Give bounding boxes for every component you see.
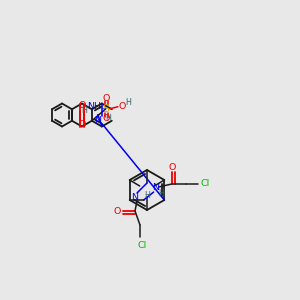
Text: O: O: [78, 101, 85, 110]
Text: H: H: [144, 190, 150, 200]
Text: O: O: [169, 164, 176, 172]
Text: H: H: [159, 190, 165, 199]
Text: S: S: [102, 104, 110, 114]
Text: ₂: ₂: [101, 105, 104, 114]
Text: O: O: [118, 102, 126, 111]
Text: O: O: [78, 120, 85, 129]
Text: N: N: [131, 194, 139, 202]
Text: NH: NH: [87, 102, 101, 111]
Text: H: H: [125, 98, 131, 107]
Text: O: O: [102, 114, 110, 123]
Text: H: H: [105, 114, 111, 123]
Text: Cl: Cl: [137, 241, 147, 250]
Text: H: H: [81, 106, 87, 115]
Text: O: O: [113, 208, 121, 217]
Text: N: N: [152, 184, 159, 193]
Text: Cl: Cl: [200, 179, 209, 188]
Text: N: N: [94, 116, 101, 125]
Text: O: O: [102, 94, 110, 103]
